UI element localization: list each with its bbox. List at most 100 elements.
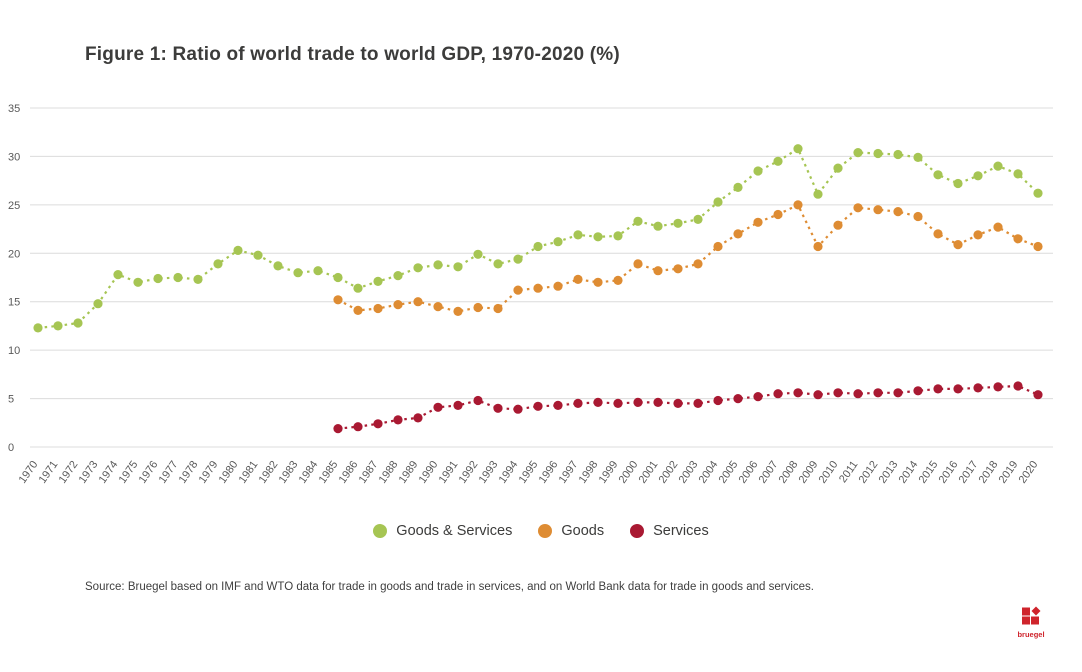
series-point xyxy=(733,182,743,192)
series-point xyxy=(1033,390,1043,400)
x-tick-label: 1992 xyxy=(457,459,481,486)
series-point xyxy=(853,148,863,158)
series-point xyxy=(533,241,543,252)
series-point xyxy=(973,171,983,181)
series-point xyxy=(593,232,603,242)
series-point xyxy=(153,273,163,284)
series-point xyxy=(813,189,823,199)
x-tick-label: 2018 xyxy=(977,459,1001,486)
x-tick-label: 1984 xyxy=(297,459,321,486)
series-point xyxy=(753,217,763,227)
series-point xyxy=(793,144,803,154)
series-point xyxy=(553,281,563,291)
series-point xyxy=(453,262,463,272)
series-point xyxy=(1033,188,1043,198)
series-point xyxy=(373,303,383,314)
x-tick-label: 1997 xyxy=(557,459,581,486)
series-point xyxy=(853,389,863,399)
series-point xyxy=(333,272,343,283)
x-tick-label: 2003 xyxy=(677,459,701,486)
x-tick-label: 2012 xyxy=(857,459,881,486)
series-point xyxy=(133,277,143,287)
legend-label-goods-services: Goods & Services xyxy=(396,523,513,539)
y-tick-label: 30 xyxy=(8,151,20,163)
series-point xyxy=(533,401,543,411)
x-tick-label: 2011 xyxy=(837,459,860,485)
x-tick-label: 1989 xyxy=(397,459,421,486)
series-line-services xyxy=(337,384,1039,430)
series-point xyxy=(733,229,743,239)
series-point xyxy=(833,163,843,173)
x-tick-label: 1972 xyxy=(57,459,81,486)
series-point xyxy=(393,300,403,310)
series-point xyxy=(913,386,923,396)
legend-label-goods: Goods xyxy=(561,523,605,539)
series-point xyxy=(353,305,363,315)
series-point xyxy=(993,161,1003,171)
series-point xyxy=(833,388,843,398)
series-point xyxy=(773,209,783,220)
y-tick-label: 5 xyxy=(8,394,14,406)
x-tick-label: 2007 xyxy=(757,459,781,486)
series-point xyxy=(693,398,703,408)
series-line-goods xyxy=(337,203,1039,313)
series-point xyxy=(713,197,723,207)
series-point xyxy=(413,297,423,307)
series-point xyxy=(653,397,663,407)
x-tick-label: 2001 xyxy=(637,459,661,486)
series-point xyxy=(953,384,963,394)
x-tick-label: 1990 xyxy=(417,459,441,486)
x-tick-label: 2017 xyxy=(957,459,981,486)
series-point xyxy=(873,148,883,159)
series-point xyxy=(473,249,483,259)
legend-item-goods: Goods xyxy=(538,523,604,539)
chart-legend: Goods & Services Goods Services xyxy=(0,523,1082,539)
y-tick-label: 0 xyxy=(8,442,14,454)
series-point xyxy=(913,152,923,162)
x-tick-label: 1982 xyxy=(257,459,281,486)
x-tick-label: 1975 xyxy=(117,459,141,486)
series-point xyxy=(193,274,203,284)
x-tick-label: 2014 xyxy=(897,459,921,486)
series-point xyxy=(653,266,663,276)
legend-dot-services-icon xyxy=(630,524,645,538)
series-point xyxy=(633,216,643,226)
series-point xyxy=(953,240,963,250)
series-point xyxy=(933,170,943,180)
series-point xyxy=(433,302,443,312)
x-tick-label: 1973 xyxy=(77,459,101,486)
series-point xyxy=(393,271,403,281)
series-point xyxy=(293,268,303,278)
series-point xyxy=(953,178,963,189)
series-point xyxy=(493,303,503,314)
series-point xyxy=(773,389,783,399)
series-point xyxy=(693,214,703,224)
series-point xyxy=(513,404,523,414)
x-tick-label: 2002 xyxy=(657,459,681,486)
series-point xyxy=(853,203,863,213)
series-line-goods-services xyxy=(37,147,1039,329)
series-point xyxy=(313,266,323,276)
series-point xyxy=(693,259,703,269)
legend-item-goods-services: Goods & Services xyxy=(373,523,512,539)
x-tick-label: 2015 xyxy=(917,459,941,486)
series-point xyxy=(413,413,423,423)
series-point xyxy=(233,245,243,255)
x-tick-label: 1995 xyxy=(517,459,541,486)
x-tick-label: 2009 xyxy=(797,459,821,486)
series-point xyxy=(433,402,443,412)
bruegel-logo: bruegel xyxy=(1013,606,1049,639)
series-point xyxy=(593,277,603,287)
series-point xyxy=(493,259,503,269)
series-point xyxy=(673,218,683,228)
x-tick-label: 1981 xyxy=(237,459,261,486)
series-point xyxy=(733,394,743,404)
series-point xyxy=(513,254,523,264)
x-tick-label: 1987 xyxy=(357,459,381,486)
series-point xyxy=(993,222,1003,232)
series-point xyxy=(893,149,903,160)
x-tick-label: 1974 xyxy=(97,459,121,486)
series-point xyxy=(453,306,463,316)
x-tick-label: 1993 xyxy=(477,459,501,486)
series-point xyxy=(933,229,943,239)
